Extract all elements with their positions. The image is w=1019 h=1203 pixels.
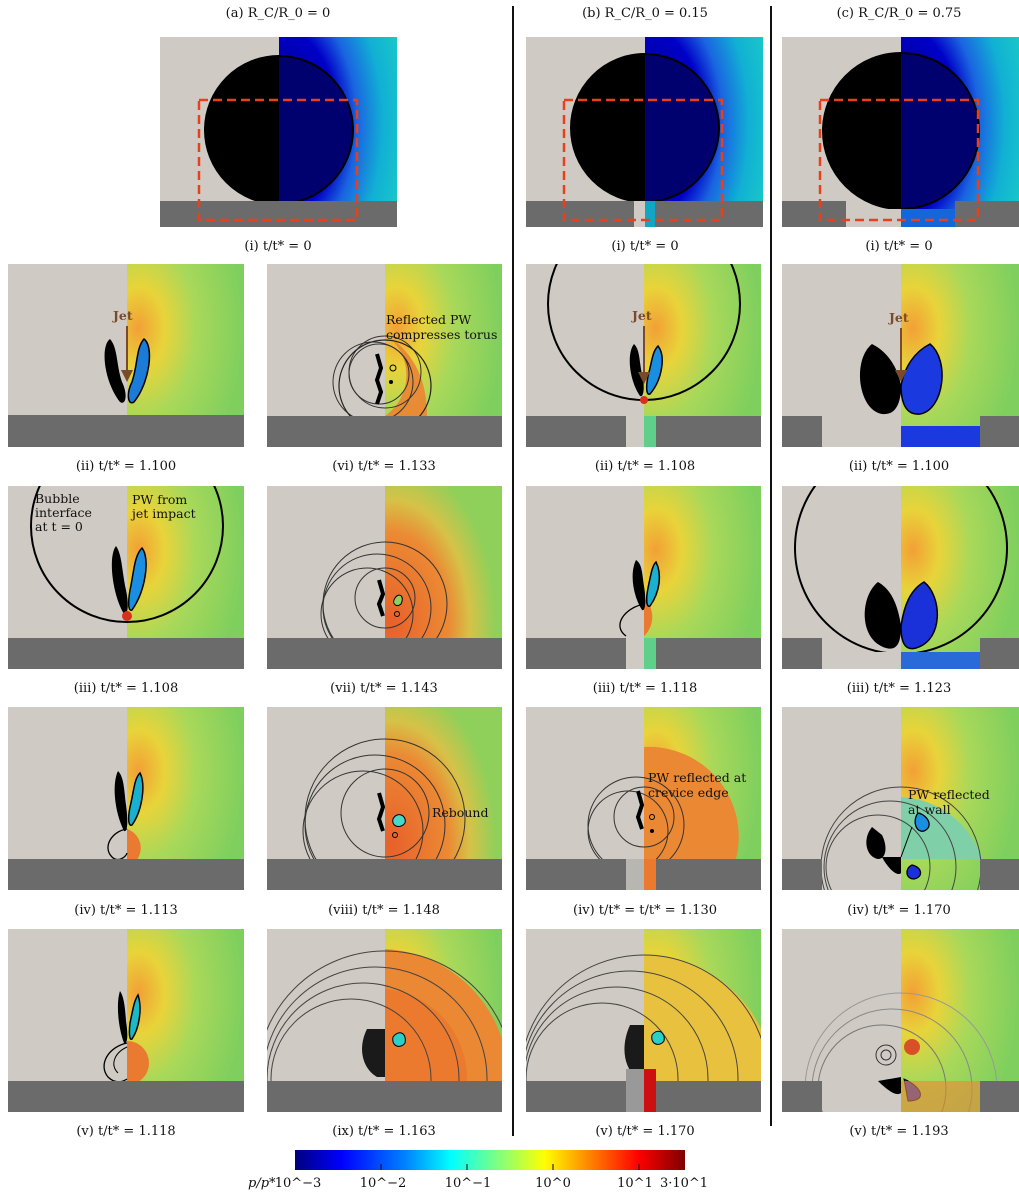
caption-b-ii: (ii) t/t* = 1.108 [594,459,696,474]
panel-c-iv [782,707,1019,890]
annotation-reflected-pw-1: Reflected PW [386,312,472,327]
colorbar-tick-3: 10^−1 [444,1176,492,1191]
panel-c-i [782,37,1019,227]
annotation-crevice-1: PW reflected at [648,770,747,785]
column-title-c: (c) R_C/R_0 = 0.75 [836,6,962,21]
panel-a-iv [8,707,244,890]
column-title-a: (a) R_C/R_0 = 0 [225,6,331,21]
column-separator-1 [512,6,514,1136]
panel-a-viii [267,707,502,890]
panel-c-iii [782,486,1019,669]
panel-b-iii [526,486,761,669]
caption-b-v: (v) t/t* = 1.170 [595,1124,695,1139]
caption-a-ii: (ii) t/t* = 1.100 [75,459,177,474]
annotation-bubble-2: interface [35,505,92,520]
annotation-bubble-1: Bubble [35,491,80,506]
colorbar-tick-1: 10^−3 [274,1176,322,1191]
panel-a-v [8,929,244,1112]
caption-a-vi: (vi) t/t* = 1.133 [332,459,436,474]
colorbar [295,1150,685,1172]
caption-c-iv: (iv) t/t* = 1.170 [847,903,951,918]
caption-a-v: (v) t/t* = 1.118 [76,1124,176,1139]
panel-c-v [782,929,1019,1112]
annotation-bubble-3: at t = 0 [35,519,83,534]
caption-a-iii: (iii) t/t* = 1.108 [73,681,179,696]
panel-a-iii [8,486,244,669]
annotation-wall-1: PW reflected [908,787,990,802]
caption-a-viii: (viii) t/t* = 1.148 [328,903,440,918]
panel-a-vi [267,264,502,447]
panel-c-ii [782,264,1019,447]
caption-b-iv: (iv) t/t* = t/t* = 1.130 [573,903,717,918]
annotation-reflected-pw-2: compresses torus [386,327,498,342]
caption-a-iv: (iv) t/t* = 1.113 [74,903,178,918]
panel-a-i [160,37,397,227]
panel-b-ii [526,264,761,447]
caption-a-ix: (ix) t/t* = 1.163 [332,1124,436,1139]
annotation-pw-jet-1: PW from [132,492,188,507]
caption-c-ii: (ii) t/t* = 1.100 [848,459,950,474]
annotation-wall-2: at wall [908,802,951,817]
caption-b-iii: (iii) t/t* = 1.118 [592,681,698,696]
panel-a-ii [8,264,244,447]
caption-a-vii: (vii) t/t* = 1.143 [330,681,438,696]
caption-c-i: (i) t/t* = 0 [865,239,933,254]
annotation-rebound: Rebound [432,805,489,820]
panel-a-vii [267,486,502,669]
annotation-jet-a-ii: Jet [113,308,133,323]
panel-b-i [526,37,763,227]
caption-c-v: (v) t/t* = 1.193 [849,1124,949,1139]
annotation-jet-c-ii: Jet [889,310,909,325]
panel-b-v [526,929,761,1112]
caption-c-iii: (iii) t/t* = 1.123 [846,681,952,696]
panel-a-ix [267,929,502,1112]
annotation-pw-jet-2: jet impact [132,506,196,521]
column-title-b: (b) R_C/R_0 = 0.15 [582,6,708,21]
caption-b-i: (i) t/t* = 0 [611,239,679,254]
caption-a-i: (i) t/t* = 0 [244,239,312,254]
column-separator-2 [770,6,772,1126]
colorbar-label: p/p* [248,1176,276,1191]
colorbar-tick-4: 10^0 [535,1176,571,1191]
colorbar-tick-5: 10^1 [617,1176,653,1191]
panel-b-iv [526,707,761,890]
annotation-jet-b-ii: Jet [632,308,652,323]
annotation-crevice-2: crevice edge [648,785,729,800]
colorbar-tick-2: 10^−2 [359,1176,407,1191]
colorbar-tick-6: 3·10^1 [659,1176,709,1191]
